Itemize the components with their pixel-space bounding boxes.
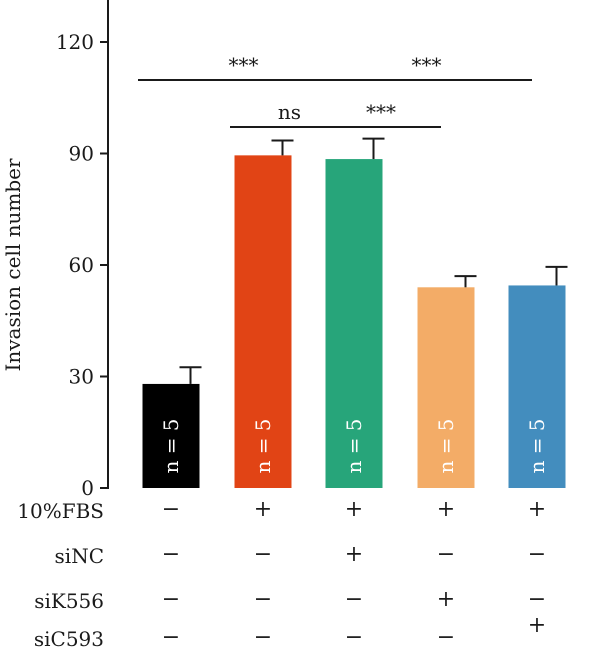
bar — [234, 155, 292, 488]
bar — [417, 287, 475, 488]
condition-sign: + — [437, 587, 455, 612]
condition-sign: + — [345, 497, 363, 522]
condition-label: 10%FBS — [17, 499, 104, 523]
bar-n-label: n = 5 — [434, 418, 458, 473]
condition-label: siNC — [55, 544, 104, 568]
bar-n-label: n = 5 — [159, 418, 183, 473]
bar-n-label: n = 5 — [525, 418, 549, 473]
y-axis: 0 30 60 90 120 — [56, 0, 109, 500]
condition-sign: − — [528, 587, 546, 612]
condition-sign: − — [437, 542, 455, 567]
condition-sign: − — [345, 587, 363, 612]
condition-sign: + — [528, 613, 546, 638]
condition-sign: − — [162, 587, 180, 612]
bar — [508, 285, 566, 488]
y-axis-label: Invasion cell number — [1, 158, 25, 371]
y-tick-label: 30 — [69, 365, 94, 389]
bar — [142, 383, 200, 488]
y-tick-label: 0 — [81, 476, 94, 500]
condition-sign: − — [437, 625, 455, 650]
bar — [325, 159, 383, 488]
condition-sign: + — [437, 497, 455, 522]
condition-label: siC593 — [34, 627, 104, 650]
condition-sign: − — [254, 587, 272, 612]
y-tick-label: 60 — [69, 253, 94, 277]
condition-sign: − — [162, 542, 180, 567]
error-bars — [179, 137, 568, 384]
bar-n-label: n = 5 — [342, 418, 366, 473]
condition-sign: + — [345, 542, 363, 567]
condition-sign: − — [254, 625, 272, 650]
condition-sign: − — [162, 625, 180, 650]
significance-label: *** — [366, 100, 396, 124]
y-tick-label: 90 — [69, 142, 94, 166]
condition-sign: − — [345, 625, 363, 650]
significance-brackets: *** *** ns *** — [138, 53, 532, 128]
significance-label: *** — [229, 53, 259, 77]
condition-sign: + — [254, 497, 272, 522]
significance-label: *** — [412, 53, 442, 77]
condition-label: siK556 — [34, 589, 104, 613]
y-tick-label: 120 — [56, 30, 94, 54]
bars: n = 5 n = 5 n = 5 n = 5 n = 5 — [142, 155, 566, 488]
bar-n-label: n = 5 — [251, 418, 275, 473]
significance-label: ns — [278, 100, 301, 124]
condition-sign: − — [254, 542, 272, 567]
condition-table: 10%FBS − + + + +siNC − − + − −siK556− − − + −siC593− − −… — [17, 497, 546, 650]
condition-sign: − — [162, 497, 180, 522]
condition-sign: − — [528, 542, 546, 567]
condition-sign: + — [528, 497, 546, 522]
